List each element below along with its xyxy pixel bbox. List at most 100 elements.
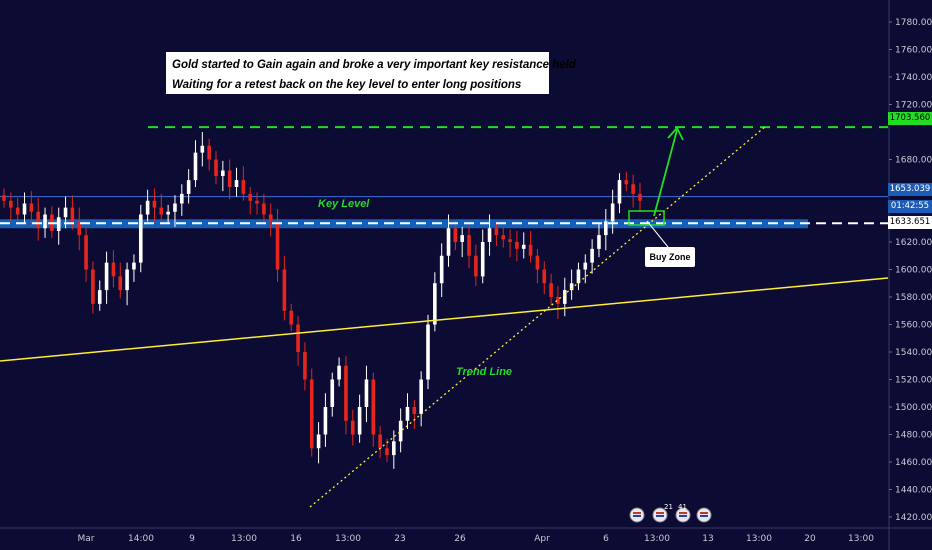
candle-body xyxy=(104,262,109,291)
time-tick-label: 16 xyxy=(290,534,302,544)
candle-body xyxy=(63,207,68,218)
candle-body xyxy=(617,180,622,204)
candle-body xyxy=(330,379,335,407)
current-price-tag: 1653.039 xyxy=(888,183,932,196)
badge-count: 21 xyxy=(664,503,673,511)
candle-body xyxy=(378,434,382,449)
price-tick-label: 1440.00 xyxy=(895,486,932,496)
candle-body xyxy=(43,214,47,229)
candle-body xyxy=(15,207,20,215)
candle-body xyxy=(419,379,423,414)
candle-body xyxy=(385,448,389,456)
price-tick-label: 1560.00 xyxy=(895,321,932,331)
candle-body xyxy=(111,262,116,277)
time-tick-label: 20 xyxy=(804,534,816,544)
candle-body xyxy=(344,365,348,421)
candle-body xyxy=(29,203,34,212)
candle-body xyxy=(542,269,547,284)
price-tick-label: 1500.00 xyxy=(895,403,932,413)
candle-body xyxy=(70,207,75,222)
candle-body xyxy=(316,434,321,449)
candle-body xyxy=(364,379,369,407)
price-tick-label: 1600.00 xyxy=(895,266,932,276)
candle-body xyxy=(145,200,150,215)
candle-body xyxy=(152,200,157,208)
time-tick-label: 9 xyxy=(189,534,195,544)
candle-body xyxy=(97,290,102,304)
price-tick-label: 1460.00 xyxy=(895,458,932,468)
candle-body xyxy=(84,235,88,270)
candle-body xyxy=(439,255,444,284)
time-tick-label: 13:00 xyxy=(644,534,670,544)
target-arrow-line xyxy=(653,129,678,217)
trend-line xyxy=(309,125,767,508)
price-axis: 1780.001760.001740.001720.001680.001660.… xyxy=(888,0,932,550)
candle-body xyxy=(289,310,294,325)
candle-body xyxy=(501,235,506,240)
time-tick-label: Mar xyxy=(78,534,95,544)
flag-stripe xyxy=(656,512,664,514)
trend-line-label: Trend Line xyxy=(456,366,513,378)
candle-body xyxy=(214,159,218,176)
candle-body xyxy=(180,193,184,204)
candle-body xyxy=(460,235,464,242)
buy-zone-connector xyxy=(646,220,669,248)
candle-body xyxy=(638,193,642,201)
candle-body xyxy=(583,262,588,270)
buy-zone-label: Buy Zone xyxy=(645,247,695,267)
candle-body xyxy=(275,221,280,270)
candle-body xyxy=(357,407,362,435)
price-tick-label: 1720.00 xyxy=(895,101,932,111)
price-tick-label: 1540.00 xyxy=(895,348,932,358)
candle-body xyxy=(398,420,403,442)
price-tick-label: 1480.00 xyxy=(895,431,932,441)
candle-body xyxy=(234,180,239,187)
candle-body xyxy=(535,255,540,270)
candle-body xyxy=(549,283,553,297)
note-box: Gold started to Gain again and broke a v… xyxy=(166,52,576,94)
candle-body xyxy=(426,324,430,380)
candle-body xyxy=(9,200,13,208)
time-tick-label: Apr xyxy=(534,534,550,544)
time-tick-label: 13:00 xyxy=(335,534,361,544)
flag-stripe xyxy=(633,512,641,514)
candle-body xyxy=(200,145,205,153)
candle-body xyxy=(77,221,82,236)
candle-body xyxy=(590,248,594,263)
flag-stripe xyxy=(656,515,664,517)
target-arrow-head xyxy=(667,126,684,141)
time-tick-label: 26 xyxy=(454,534,466,544)
candle-body xyxy=(241,180,246,194)
countdown-tag: 01:42:55 xyxy=(888,200,932,213)
candle-body xyxy=(412,407,417,414)
candle-body xyxy=(323,407,328,435)
candle-body xyxy=(371,379,376,435)
buy-zone-rect xyxy=(628,210,665,226)
candle-body xyxy=(193,152,198,181)
price-tick-label: 1740.00 xyxy=(895,73,932,83)
candle-body xyxy=(446,228,451,256)
candle-body xyxy=(392,441,396,456)
candle-body xyxy=(467,235,471,256)
event-badges: 21 41 xyxy=(629,503,712,523)
candle-body xyxy=(405,407,410,421)
candle-body xyxy=(173,203,177,212)
candle-body xyxy=(303,352,307,380)
candle-body xyxy=(508,239,512,242)
badge-count: 41 xyxy=(678,503,687,511)
candle-body xyxy=(494,228,499,236)
candle-body xyxy=(268,214,273,222)
candle-body xyxy=(166,211,170,215)
price-tick-label: 1780.00 xyxy=(895,18,932,28)
note-line-2: Waiting for a retest back on the key lev… xyxy=(172,79,522,91)
price-tick-label: 1580.00 xyxy=(895,293,932,303)
candle-body xyxy=(487,228,492,242)
candle-body xyxy=(610,203,615,222)
note-line-1: Gold started to Gain again and broke a v… xyxy=(172,59,576,71)
candle-body xyxy=(624,180,629,185)
candle-body xyxy=(262,203,266,215)
candle-body xyxy=(453,228,458,242)
drawing-lines xyxy=(0,125,889,508)
candle-body xyxy=(91,269,95,304)
